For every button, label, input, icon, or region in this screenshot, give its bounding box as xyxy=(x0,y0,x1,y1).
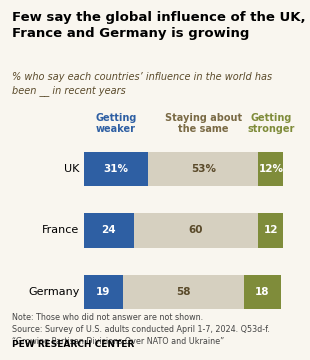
Bar xyxy=(244,275,281,310)
Text: 58: 58 xyxy=(176,287,191,297)
Text: 19: 19 xyxy=(96,287,111,297)
Text: Note: Those who did not answer are not shown.
Source: Survey of U.S. adults cond: Note: Those who did not answer are not s… xyxy=(12,313,270,346)
Bar xyxy=(84,275,123,310)
Text: Staying about
the same: Staying about the same xyxy=(165,113,242,135)
Bar xyxy=(148,152,259,185)
Text: Germany: Germany xyxy=(28,287,79,297)
Text: 53%: 53% xyxy=(191,163,216,174)
Bar xyxy=(259,213,283,248)
Text: 12%: 12% xyxy=(258,163,283,174)
Text: 24: 24 xyxy=(101,225,116,235)
Text: 60: 60 xyxy=(189,225,203,235)
Text: France: France xyxy=(42,225,79,235)
Bar xyxy=(259,152,283,185)
Text: Getting
stronger: Getting stronger xyxy=(247,113,294,135)
Text: PEW RESEARCH CENTER: PEW RESEARCH CENTER xyxy=(12,340,135,349)
Bar xyxy=(84,213,134,248)
Text: % who say each countries’ influence in the world has
been __ in recent years: % who say each countries’ influence in t… xyxy=(12,72,272,96)
Bar xyxy=(134,213,259,248)
Bar xyxy=(84,152,148,185)
Text: 12: 12 xyxy=(264,225,278,235)
Text: 18: 18 xyxy=(255,287,270,297)
Text: Few say the global influence of the UK,
France and Germany is growing: Few say the global influence of the UK, … xyxy=(12,11,306,40)
Bar xyxy=(123,275,244,310)
Text: Getting
weaker: Getting weaker xyxy=(95,113,137,135)
Text: UK: UK xyxy=(64,163,79,174)
Text: 31%: 31% xyxy=(104,163,128,174)
